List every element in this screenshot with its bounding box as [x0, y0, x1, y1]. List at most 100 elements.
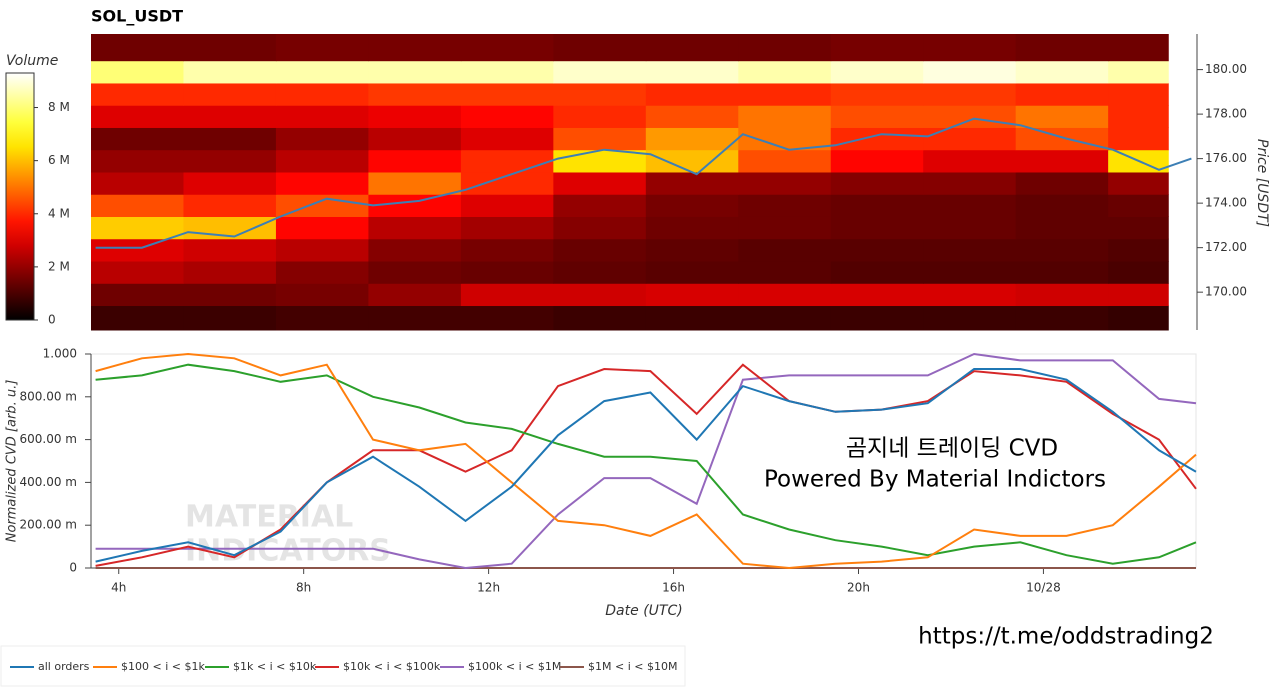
annotation: Powered By Material Indictors	[764, 467, 1106, 493]
heatmap-cell	[923, 105, 1017, 128]
heatmap-cell	[1108, 127, 1169, 151]
heatmap-cell	[183, 82, 277, 106]
legend-label: all orders	[38, 660, 90, 673]
heatmap-cell	[923, 149, 1017, 173]
heatmap-cell	[183, 127, 277, 151]
x-axis-label: Date (UTC)	[605, 603, 682, 619]
x-tick-label: 12h	[477, 581, 500, 595]
heatmap-cell	[830, 105, 924, 128]
heatmap-cell	[91, 238, 184, 262]
heatmap-cell	[368, 194, 462, 217]
heatmap-cell	[1015, 305, 1109, 331]
y-tick-label: 172.00	[1205, 240, 1247, 254]
heatmap-cell	[183, 305, 277, 331]
heatmap-cell	[1015, 34, 1109, 62]
annotation: 곰지네 트레이딩 CVD	[846, 436, 1058, 462]
heatmap-cell	[91, 127, 184, 151]
series-line	[95, 363, 1197, 567]
heatmap-cell	[645, 82, 739, 106]
heatmap-cell	[645, 238, 739, 262]
heatmap-cell	[1108, 261, 1169, 284]
heatmap-cell	[553, 283, 647, 307]
heatmap-cell	[91, 149, 184, 173]
heatmap-cell	[91, 34, 184, 62]
heatmap-cell	[368, 238, 462, 262]
heatmap-cell	[460, 149, 554, 173]
heatmap-cell	[368, 149, 462, 173]
heatmap-cell	[368, 216, 462, 240]
heatmap-cell	[460, 238, 554, 262]
heatmap-cell	[91, 82, 184, 106]
heatmap-cell	[368, 60, 462, 84]
x-tick-label: 8h	[296, 581, 311, 595]
heatmap-cell	[368, 127, 462, 151]
heatmap-cell	[275, 305, 369, 331]
heatmap-cell	[738, 82, 832, 106]
watermark: MATERIAL	[185, 500, 353, 535]
heatmap-cell	[738, 34, 832, 62]
heatmap-cell	[1015, 194, 1109, 217]
legend-label: $1k < i < $10k	[233, 660, 317, 673]
y-tick-label: 170.00	[1205, 285, 1247, 299]
heatmap-cell	[645, 171, 739, 195]
heatmap-cell	[460, 34, 554, 62]
heatmap-cell	[460, 171, 554, 195]
heatmap-cell	[830, 127, 924, 151]
heatmap-cell	[368, 171, 462, 195]
heatmap-cell	[183, 60, 277, 84]
heatmap-cell	[460, 60, 554, 84]
y-tick-label: 174.00	[1205, 196, 1247, 210]
colorbar-tick-label: 8 M	[48, 100, 70, 114]
heatmap-cell	[1015, 238, 1109, 262]
x-tick-label: 16h	[662, 581, 685, 595]
heatmap-cell	[183, 238, 277, 262]
heatmap-cell	[368, 82, 462, 106]
heatmap-cell	[183, 149, 277, 173]
heatmap-cell	[1015, 171, 1109, 195]
heatmap-cell	[368, 305, 462, 331]
heatmap-cell	[830, 216, 924, 240]
heatmap-cell	[1108, 216, 1169, 240]
colorbar-tick-label: 4 M	[48, 206, 70, 220]
heatmap-cell	[183, 261, 277, 284]
heatmap-cell	[275, 171, 369, 195]
heatmap-cell	[460, 216, 554, 240]
heatmap-cell	[1108, 305, 1169, 331]
heatmap-cell	[460, 305, 554, 331]
heatmap-cell	[1108, 82, 1169, 106]
heatmap-cell	[553, 194, 647, 217]
heatmap-cell	[1108, 171, 1169, 195]
heatmap-cell	[923, 216, 1017, 240]
heatmap-cell	[923, 305, 1017, 331]
heatmap-cell	[91, 283, 184, 307]
heatmap-cell	[91, 305, 184, 331]
annotation: https://t.me/oddstrading2	[918, 624, 1214, 650]
legend-label: $100k < i < $1M	[468, 660, 561, 673]
heatmap-cell	[738, 216, 832, 240]
heatmap-cell	[91, 105, 184, 128]
heatmap-cell	[1015, 149, 1109, 173]
x-tick-label: 20h	[847, 581, 870, 595]
heatmap-cell	[738, 238, 832, 262]
heatmap-cell	[923, 60, 1017, 84]
heatmap-cell	[1108, 60, 1169, 84]
series-line	[95, 368, 1197, 563]
heatmap-cell	[91, 171, 184, 195]
heatmap-cell	[91, 60, 184, 84]
heatmap-cell	[553, 60, 647, 84]
heatmap-cell	[553, 82, 647, 106]
heatmap-cell	[923, 283, 1017, 307]
y-tick-label: 400.00 m	[20, 475, 78, 489]
heatmap-cell	[183, 171, 277, 195]
series-line	[95, 363, 1197, 565]
heatmap-cell	[923, 82, 1017, 106]
colorbar-tick-label: 2 M	[48, 259, 70, 273]
heatmap-cell	[738, 105, 832, 128]
heatmap-cell	[645, 216, 739, 240]
heatmap-cell	[553, 34, 647, 62]
heatmap-cell	[275, 261, 369, 284]
heatmap-cell	[738, 127, 832, 151]
heatmap-cell	[923, 238, 1017, 262]
legend-label: $1M < i < $10M	[588, 660, 677, 673]
heatmap-cell	[460, 261, 554, 284]
